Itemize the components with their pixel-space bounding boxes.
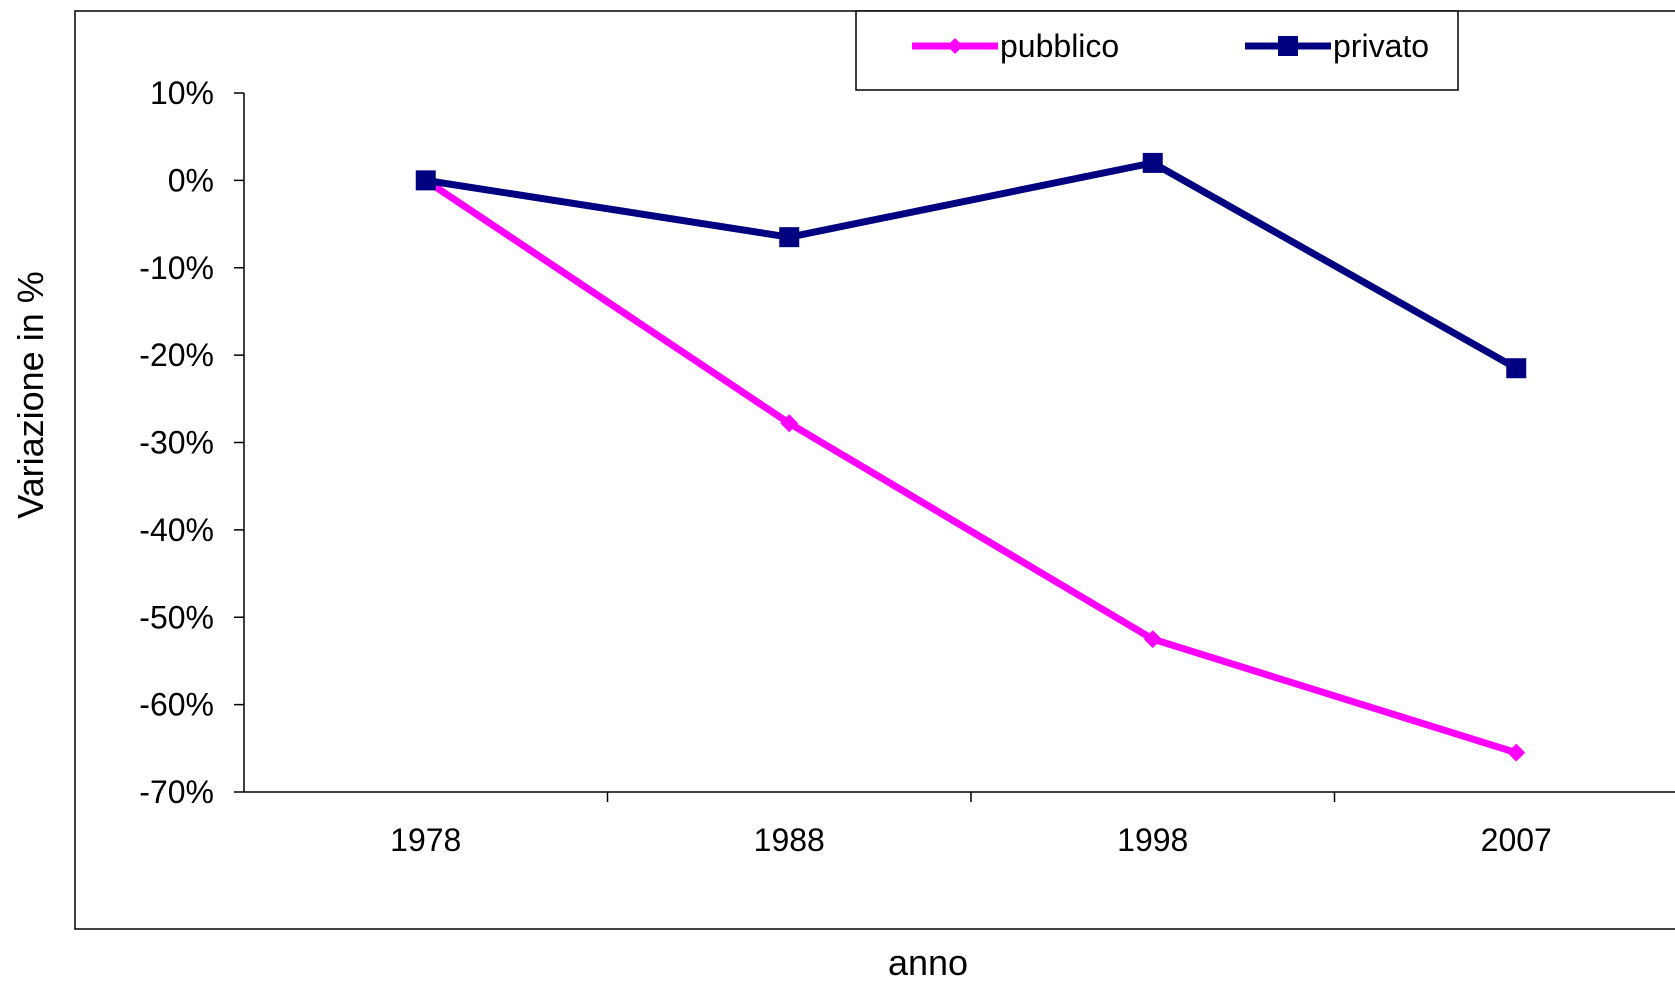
x-axis-title: anno	[888, 942, 968, 981]
x-tick-label: 1988	[754, 822, 825, 858]
legend: pubblico privato	[855, 10, 1459, 91]
y-tick-label: -70%	[139, 774, 214, 810]
data-point-privato	[415, 170, 436, 191]
legend-label-pubblico: pubblico	[1000, 28, 1119, 64]
legend-marker-pubblico	[947, 38, 963, 54]
series-layer	[415, 152, 1527, 762]
y-tick-label: 10%	[150, 75, 214, 111]
y-tick-label: -30%	[139, 425, 214, 461]
x-tick-label: 1978	[390, 822, 461, 858]
series-line-pubblico	[423, 177, 1518, 757]
y-tick-label: -20%	[139, 337, 214, 373]
data-point-pubblico	[1507, 743, 1526, 762]
data-point-pubblico	[780, 414, 799, 433]
y-axis: 10% 0% -10% -20% -30% -40% -50% -60% -70%	[139, 75, 245, 810]
data-point-pubblico	[1143, 630, 1162, 649]
y-tick-label: -10%	[139, 250, 214, 286]
y-tick-label: -40%	[139, 512, 214, 548]
series-privato	[415, 152, 1527, 379]
chart-frame	[74, 10, 1675, 930]
series-line-privato	[425, 159, 1518, 372]
y-axis-title: Variazione in %	[10, 271, 51, 518]
x-tick-label: 1998	[1117, 822, 1188, 858]
x-tick-label: 2007	[1481, 822, 1552, 858]
y-tick-label: -50%	[139, 599, 214, 635]
legend-label-privato: privato	[1333, 28, 1429, 64]
data-point-privato	[779, 227, 800, 248]
data-point-privato	[1142, 152, 1163, 173]
x-axis: 1978 1988 1998 2007	[244, 791, 1675, 858]
y-tick-label: -60%	[139, 687, 214, 723]
data-point-privato	[1506, 358, 1527, 379]
legend-marker-privato	[1278, 36, 1298, 56]
y-tick-label: 0%	[168, 162, 214, 198]
